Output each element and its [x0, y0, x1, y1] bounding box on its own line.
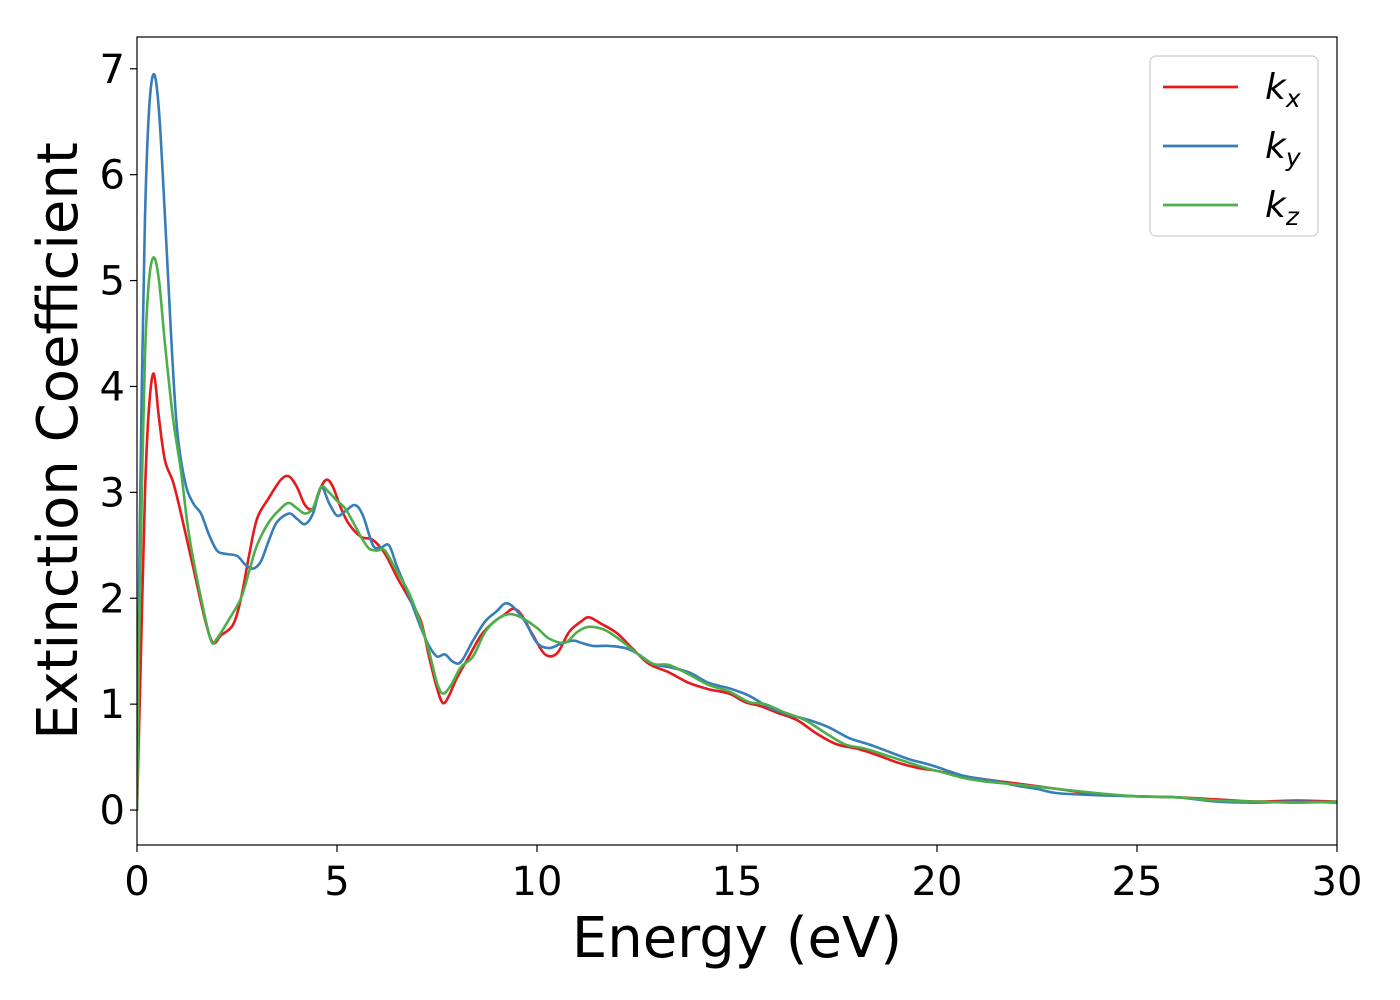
- x-axis-ticks: 0 5 10 15 20 25 30: [124, 845, 1362, 905]
- y-axis-label: Extinction Coefficient: [26, 142, 91, 740]
- series-line-kx: [137, 372, 1337, 812]
- y-tick-label: 0: [100, 788, 125, 834]
- y-tick-label: 6: [100, 153, 125, 199]
- x-tick-label: 0: [124, 859, 149, 905]
- y-axis-ticks: 0 1 2 3 4 5 6 7: [100, 47, 137, 834]
- plot-background: [137, 37, 1337, 845]
- x-tick-label: 10: [512, 859, 563, 905]
- x-tick-label: 15: [712, 859, 763, 905]
- y-tick-label: 5: [100, 259, 125, 305]
- series-line-ky: [137, 72, 1337, 812]
- x-tick-label: 20: [912, 859, 963, 905]
- y-tick-label: 1: [100, 682, 125, 728]
- y-tick-label: 2: [100, 576, 125, 622]
- y-tick-label: 7: [100, 47, 125, 93]
- x-tick-label: 30: [1312, 859, 1363, 905]
- x-tick-label: 5: [324, 859, 349, 905]
- series-layer: [137, 72, 1337, 812]
- y-tick-label: 4: [100, 364, 125, 410]
- series-line-kz: [137, 255, 1337, 812]
- y-tick-label: 3: [100, 470, 125, 516]
- x-axis-label: Energy (eV): [572, 906, 902, 971]
- legend-label-ky: ky: [1265, 126, 1302, 172]
- x-tick-label: 25: [1112, 859, 1163, 905]
